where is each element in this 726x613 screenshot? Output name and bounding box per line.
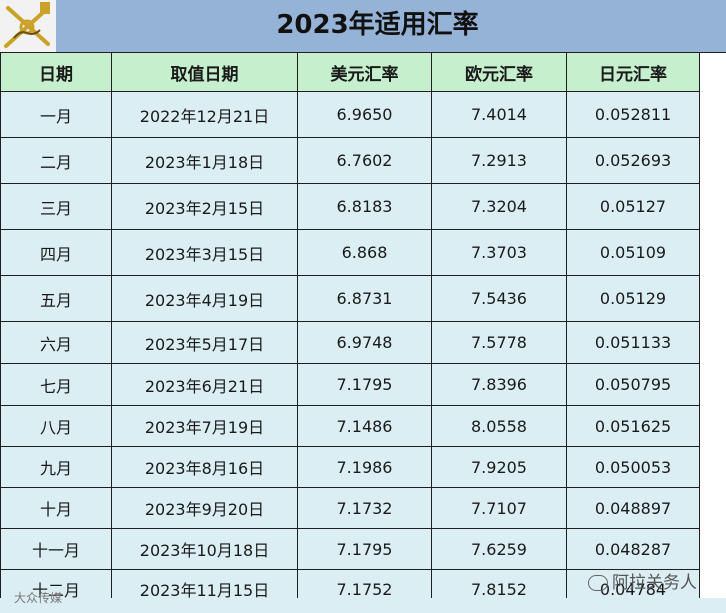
eur-rate-cell[interactable]: 7.7107 [431,487,567,529]
jpy-rate-cell[interactable]: 0.048287 [566,528,700,570]
column-header: 日期 [0,52,112,92]
watermark-right-text: 阿拉关务人 [612,573,697,593]
column-header: 取值日期 [111,52,298,92]
usd-rate-cell[interactable]: 7.1795 [297,528,432,570]
table-row: 十月 2023年9月20日 7.1732 7.7107 0.048897 [0,487,700,529]
eur-rate-cell[interactable]: 7.9205 [431,446,567,488]
table-row: 七月 2023年6月21日 7.1795 7.8396 0.050795 [0,363,700,406]
jpy-rate-cell[interactable]: 0.05129 [566,275,700,322]
month-cell[interactable]: 十月 [0,487,112,529]
month-cell[interactable]: 八月 [0,405,112,447]
table-header-row: 日期 取值日期 美元汇率 欧元汇率 日元汇率 [0,52,700,92]
date-cell[interactable]: 2023年1月18日 [111,137,298,184]
table-row: 三月 2023年2月15日 6.8183 7.3204 0.05127 [0,183,700,230]
date-cell[interactable]: 2023年4月19日 [111,275,298,322]
eur-rate-cell[interactable]: 7.3703 [431,229,567,276]
date-cell[interactable]: 2023年7月19日 [111,405,298,447]
watermark-right: 阿拉关务人 [588,568,697,593]
usd-rate-cell[interactable]: 7.1486 [297,405,432,447]
table-row: 九月 2023年8月16日 7.1986 7.9205 0.050053 [0,446,700,488]
date-cell[interactable]: 2023年3月15日 [111,229,298,276]
jpy-rate-cell[interactable]: 0.050795 [566,363,700,406]
usd-rate-cell[interactable]: 6.8731 [297,275,432,322]
month-cell[interactable]: 六月 [0,321,112,364]
jpy-rate-cell[interactable]: 0.052693 [566,137,700,184]
date-cell[interactable]: 2023年2月15日 [111,183,298,230]
month-cell[interactable]: 四月 [0,229,112,276]
date-cell[interactable]: 2023年9月20日 [111,487,298,529]
month-cell[interactable]: 五月 [0,275,112,322]
date-cell[interactable]: 2023年8月16日 [111,446,298,488]
usd-rate-cell[interactable]: 6.8183 [297,183,432,230]
eur-rate-cell[interactable]: 7.5436 [431,275,567,322]
month-cell[interactable]: 一月 [0,91,112,138]
month-cell[interactable]: 九月 [0,446,112,488]
title-bar: 2023年适用汇率 [0,0,726,53]
eur-rate-cell[interactable]: 7.3204 [431,183,567,230]
jpy-rate-cell[interactable]: 0.051133 [566,321,700,364]
table-row: 十一月 2023年10月18日 7.1795 7.6259 0.048287 [0,528,700,570]
jpy-rate-cell[interactable]: 0.051625 [566,405,700,447]
usd-rate-cell[interactable]: 6.868 [297,229,432,276]
table-row: 二月 2023年1月18日 6.7602 7.2913 0.052693 [0,137,700,184]
jpy-rate-cell[interactable]: 0.048897 [566,487,700,529]
jpy-rate-cell[interactable]: 0.05127 [566,183,700,230]
date-cell[interactable]: 2023年6月21日 [111,363,298,406]
eur-rate-cell[interactable]: 7.5778 [431,321,567,364]
month-cell[interactable]: 二月 [0,137,112,184]
date-cell[interactable]: 2022年12月21日 [111,91,298,138]
eur-rate-cell[interactable]: 7.4014 [431,91,567,138]
page-title: 2023年适用汇率 [276,10,479,40]
month-cell[interactable]: 七月 [0,363,112,406]
jpy-rate-cell[interactable]: 0.05109 [566,229,700,276]
date-cell[interactable]: 2023年10月18日 [111,528,298,570]
wechat-bubble-icon [588,575,608,591]
table-row: 八月 2023年7月19日 7.1486 8.0558 0.051625 [0,405,700,447]
rate-table: 日期 取值日期 美元汇率 欧元汇率 日元汇率 一月 2022年12月21日 6.9650 7.4… [0,52,700,609]
table-row: 四月 2023年3月15日 6.868 7.3703 0.05109 [0,229,700,276]
column-header: 日元汇率 [566,52,700,92]
month-cell[interactable]: 三月 [0,183,112,230]
eur-rate-cell[interactable]: 7.6259 [431,528,567,570]
usd-rate-cell[interactable]: 6.9650 [297,91,432,138]
jpy-rate-cell[interactable]: 0.052811 [566,91,700,138]
eur-rate-cell[interactable]: 7.2913 [431,137,567,184]
usd-rate-cell[interactable]: 6.9748 [297,321,432,364]
jpy-rate-cell[interactable]: 0.050053 [566,446,700,488]
date-cell[interactable]: 2023年5月17日 [111,321,298,364]
table-row: 六月 2023年5月17日 6.9748 7.5778 0.051133 [0,321,700,364]
usd-rate-cell[interactable]: 7.1795 [297,363,432,406]
usd-rate-cell[interactable]: 7.1732 [297,487,432,529]
eur-rate-cell[interactable]: 8.0558 [431,405,567,447]
usd-rate-cell[interactable]: 7.1986 [297,446,432,488]
bottom-row-strip [0,598,726,613]
month-cell[interactable]: 十一月 [0,528,112,570]
table-row: 一月 2022年12月21日 6.9650 7.4014 0.052811 [0,91,700,138]
column-header: 欧元汇率 [431,52,567,92]
usd-rate-cell[interactable]: 6.7602 [297,137,432,184]
customs-emblem-icon [0,0,56,52]
eur-rate-cell[interactable]: 7.8396 [431,363,567,406]
table-row: 五月 2023年4月19日 6.8731 7.5436 0.05129 [0,275,700,322]
watermark-left: 大众传媒 [14,591,63,605]
column-header: 美元汇率 [297,52,432,92]
